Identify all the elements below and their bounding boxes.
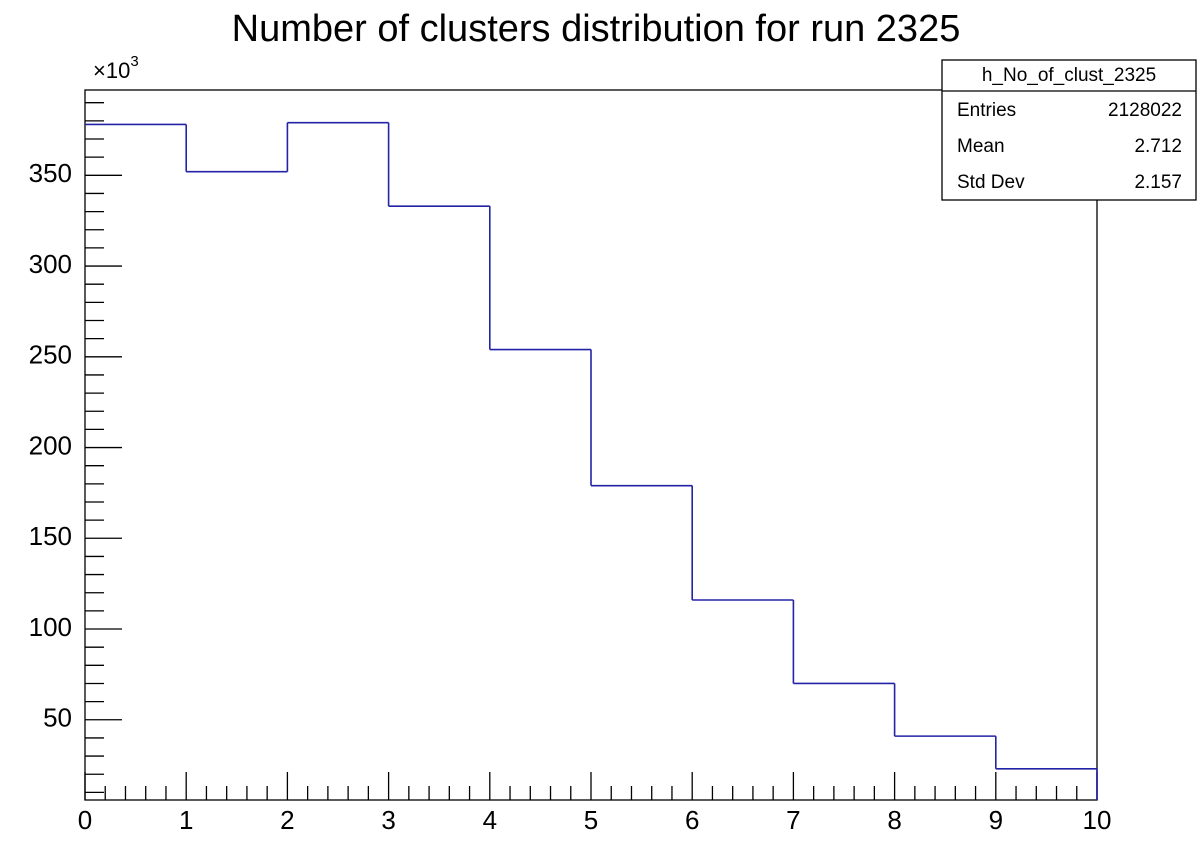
x-tick-label: 6: [685, 805, 699, 835]
y-multiplier-exp: 3: [130, 53, 138, 70]
y-multiplier: ×103: [93, 53, 139, 83]
x-tick-label: 9: [989, 805, 1003, 835]
y-tick-label: 100: [29, 612, 72, 642]
stats-label: Std Dev: [957, 172, 1025, 193]
x-tick-label: 4: [483, 805, 497, 835]
x-tick-label: 10: [1083, 805, 1112, 835]
x-tick-label: 0: [78, 805, 92, 835]
stats-value: 2.157: [1134, 172, 1182, 193]
chart-title: Number of clusters distribution for run …: [232, 8, 961, 50]
y-tick-label: 300: [29, 249, 72, 279]
y-tick-label: 250: [29, 340, 72, 370]
x-tick-label: 8: [887, 805, 901, 835]
stats-value: 2.712: [1134, 136, 1182, 157]
x-tick-label: 2: [280, 805, 294, 835]
x-tick-label: 1: [179, 805, 193, 835]
x-tick-label: 7: [786, 805, 800, 835]
y-tick-label: 200: [29, 430, 72, 460]
x-tick-label: 3: [381, 805, 395, 835]
y-tick-label: 150: [29, 521, 72, 551]
stats-name: h_No_of_clust_2325: [982, 65, 1156, 86]
y-tick-label: 50: [43, 703, 72, 733]
stats-label: Mean: [957, 136, 1005, 157]
stats-box: h_No_of_clust_2325 Entries 2128022 Mean 2.7…: [941, 59, 1197, 201]
stats-label: Entries: [957, 100, 1016, 121]
stats-frame: [941, 59, 1197, 201]
y-multiplier-base: ×10: [93, 58, 130, 83]
y-tick-label: 350: [29, 158, 72, 188]
stats-value: 2128022: [1108, 100, 1182, 121]
x-tick-label: 5: [584, 805, 598, 835]
